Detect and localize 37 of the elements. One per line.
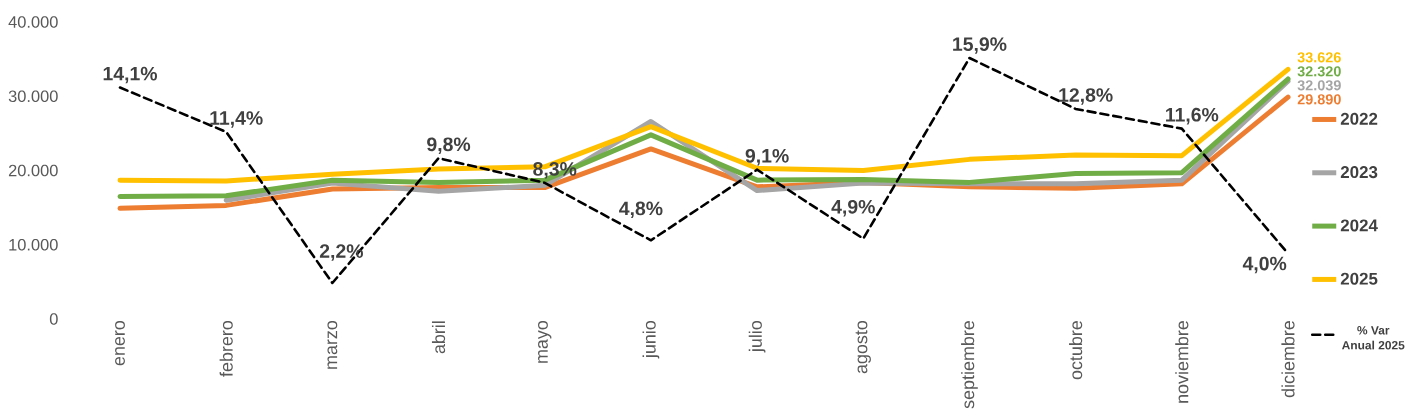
x-tick-label: marzo <box>327 320 338 369</box>
data-label: 12,8% <box>1059 88 1113 105</box>
y-tick-label: 10.000 <box>9 238 58 251</box>
x-tick-label: febrero <box>219 320 233 377</box>
data-label: 14,1% <box>103 66 158 84</box>
data-label: 9,1% <box>745 148 789 166</box>
x-tick-label: abril <box>431 321 446 354</box>
data-label: 4,9% <box>831 199 875 217</box>
legend-label: 2022 <box>1340 112 1378 125</box>
y-tick-label: 20.000 <box>8 164 58 177</box>
y-tick-label: 0 <box>49 313 58 325</box>
data-label: 33.626 <box>1297 52 1341 63</box>
data-label: 4,0% <box>1242 256 1287 274</box>
x-tick-label: noviembre <box>1175 321 1189 403</box>
legend-label: % Var Anual 2025 <box>1341 326 1405 350</box>
legend-label: 2025 <box>1340 272 1378 285</box>
x-tick-label: enero <box>115 320 125 366</box>
legend-label: 2023 <box>1340 166 1378 179</box>
x-tick-label: junio <box>642 320 660 359</box>
x-tick-label: agosto <box>855 320 871 374</box>
x-tick-label: diciembre <box>1281 321 1295 398</box>
data-label: 32.320 <box>1297 66 1341 77</box>
legend-label: 2024 <box>1340 219 1378 232</box>
data-label: 11,4% <box>210 111 263 128</box>
data-label: 4,8% <box>619 201 663 219</box>
data-label: 32.039 <box>1297 80 1341 91</box>
data-label: 15,9% <box>953 37 1007 54</box>
x-tick-label: octubre <box>1069 321 1083 380</box>
data-label: 29.890 <box>1297 94 1341 105</box>
y-tick-label: 30.000 <box>8 90 58 103</box>
x-tick-label: julio <box>748 320 766 353</box>
data-label: 11,6% <box>1166 107 1219 125</box>
data-label: 9,8% <box>427 137 471 154</box>
y-tick-label: 40.000 <box>8 16 58 28</box>
data-label: 2,2% <box>319 244 363 261</box>
x-tick-label: mayo <box>538 320 552 363</box>
x-tick-label: septiembre <box>961 321 978 409</box>
